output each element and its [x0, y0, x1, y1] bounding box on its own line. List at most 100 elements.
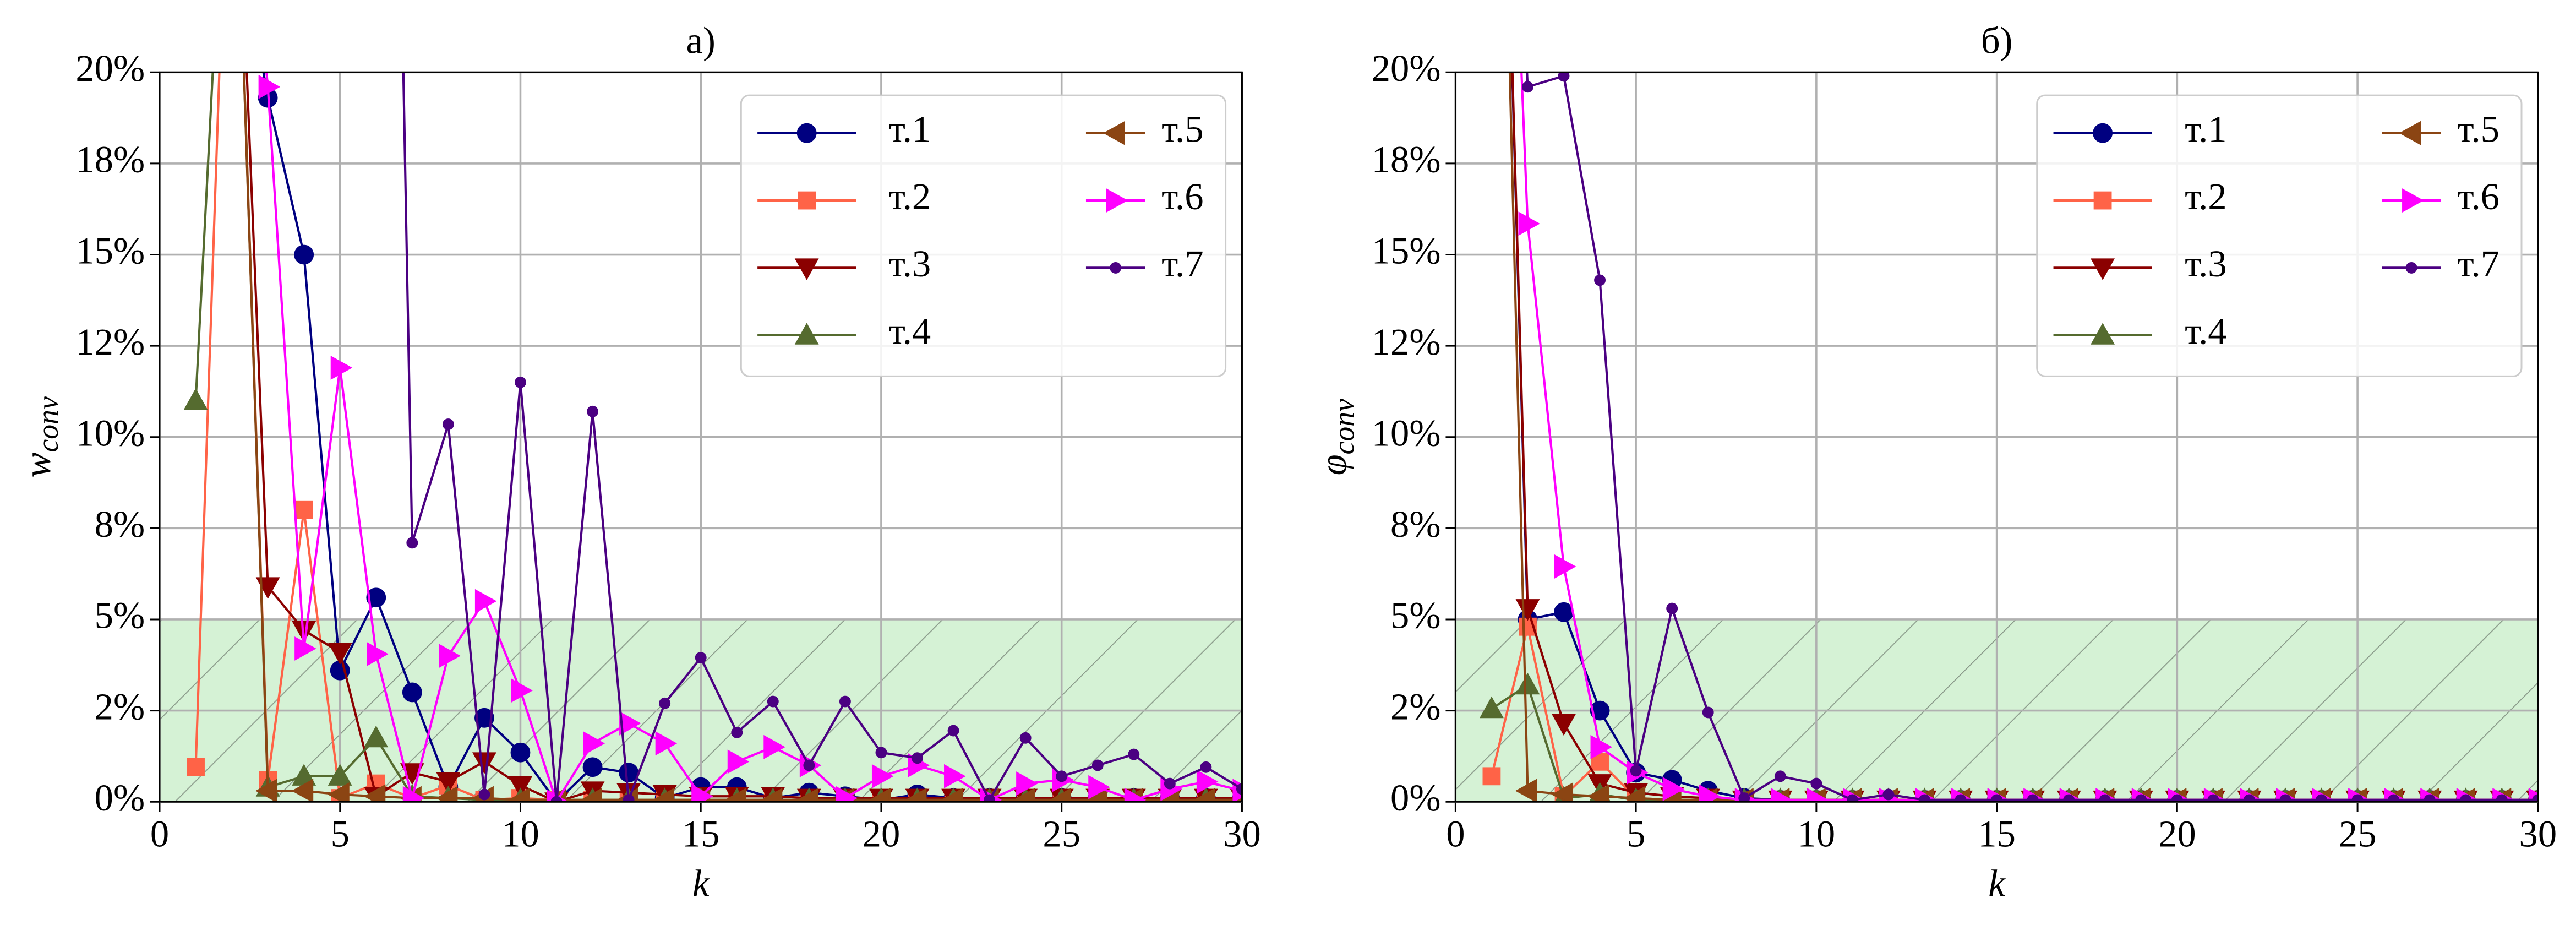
marker [2099, 794, 2111, 802]
y-tick-label: 20% [75, 47, 145, 89]
y-tick-label: 5% [95, 595, 145, 636]
legend-label: т.3 [889, 243, 931, 285]
axes-frame [1454, 71, 2539, 803]
marker [1807, 787, 1829, 802]
marker [1200, 761, 1212, 773]
y-tick-label: 8% [95, 503, 145, 545]
legend-label: т.2 [2185, 176, 2226, 217]
marker [2424, 794, 2436, 802]
y-tick-label: 20% [1372, 47, 1441, 89]
marker [1882, 788, 1895, 801]
y-tick-label: 15% [1372, 230, 1441, 271]
marker [435, 786, 458, 802]
marker [2063, 794, 2075, 802]
marker [1991, 794, 2003, 802]
marker [442, 418, 454, 431]
marker [1666, 602, 1678, 614]
x-tick-label: 20 [863, 813, 900, 855]
marker [367, 641, 389, 666]
marker [508, 787, 530, 802]
legend-label: т.7 [2458, 243, 2499, 285]
marker [1128, 748, 1140, 760]
marker [1124, 787, 1147, 802]
marker [402, 786, 425, 802]
marker [511, 678, 533, 703]
x-tick-label: 15 [1978, 813, 2016, 855]
marker [587, 405, 599, 417]
legend-box [2036, 94, 2523, 377]
marker [2388, 794, 2400, 802]
marker [794, 323, 819, 345]
marker [2244, 794, 2255, 802]
marker [2135, 794, 2147, 802]
marker [839, 695, 851, 708]
marker [1558, 72, 1570, 82]
marker [1019, 732, 1032, 744]
marker [724, 787, 746, 802]
marker [406, 537, 418, 549]
marker [695, 652, 707, 663]
marker [1056, 770, 1068, 782]
marker [2351, 794, 2364, 802]
marker [472, 752, 496, 774]
marker [1702, 706, 1714, 719]
marker [328, 764, 352, 786]
plot-area [1479, 72, 2538, 802]
legend-label: т.1 [2185, 108, 2226, 150]
chart-title: а) [686, 19, 716, 61]
marker [655, 731, 678, 756]
marker [1810, 777, 1822, 790]
marker [905, 787, 927, 802]
chart-title: б) [1981, 19, 2013, 61]
marker [328, 782, 350, 802]
marker [875, 747, 887, 759]
marker [1919, 794, 1930, 802]
series-line [1526, 72, 2538, 802]
marker [436, 772, 461, 795]
legend-box [740, 94, 1227, 377]
marker [258, 74, 281, 99]
marker [294, 636, 316, 661]
marker [2091, 323, 2115, 345]
marker [1590, 700, 1610, 721]
marker [2093, 191, 2112, 210]
marker [478, 788, 490, 801]
y-axis-label-subscript: conv [1328, 399, 1361, 455]
marker [1594, 274, 1606, 286]
marker [1164, 777, 1176, 790]
marker [474, 708, 494, 728]
marker [619, 763, 639, 783]
marker [796, 787, 818, 802]
plot-area [183, 72, 1242, 802]
marker [1049, 787, 1071, 802]
marker [508, 776, 533, 798]
x-tick-label: 25 [1043, 813, 1080, 855]
marker [1515, 672, 1540, 695]
marker [1518, 211, 1540, 236]
marker [1515, 779, 1537, 802]
marker [659, 697, 671, 709]
marker [798, 191, 816, 210]
marker [580, 787, 602, 802]
chart: 0 5 10 15 20 25 30 0% 2% 5% 8% 10% 12% 15% 18% 20% а) k wc… [17, 19, 1261, 904]
marker [402, 682, 422, 703]
x-tick-label: 30 [2519, 813, 2557, 855]
x-tick-label: 15 [682, 813, 720, 855]
marker [255, 779, 277, 802]
x-tick-label: 0 [1446, 813, 1465, 855]
marker [439, 644, 461, 668]
marker [836, 786, 858, 802]
marker [794, 258, 819, 280]
x-tick-label: 10 [501, 813, 539, 855]
marker [187, 758, 205, 776]
marker [1088, 775, 1110, 799]
marker [796, 123, 817, 143]
y-tick-label: 18% [1372, 139, 1441, 181]
y-tick-label: 18% [75, 139, 145, 181]
legend-label: т.4 [2185, 310, 2226, 352]
marker [1554, 602, 1574, 622]
marker [1623, 786, 1646, 802]
marker [1110, 262, 1122, 274]
y-tick-label: 10% [1372, 412, 1441, 454]
